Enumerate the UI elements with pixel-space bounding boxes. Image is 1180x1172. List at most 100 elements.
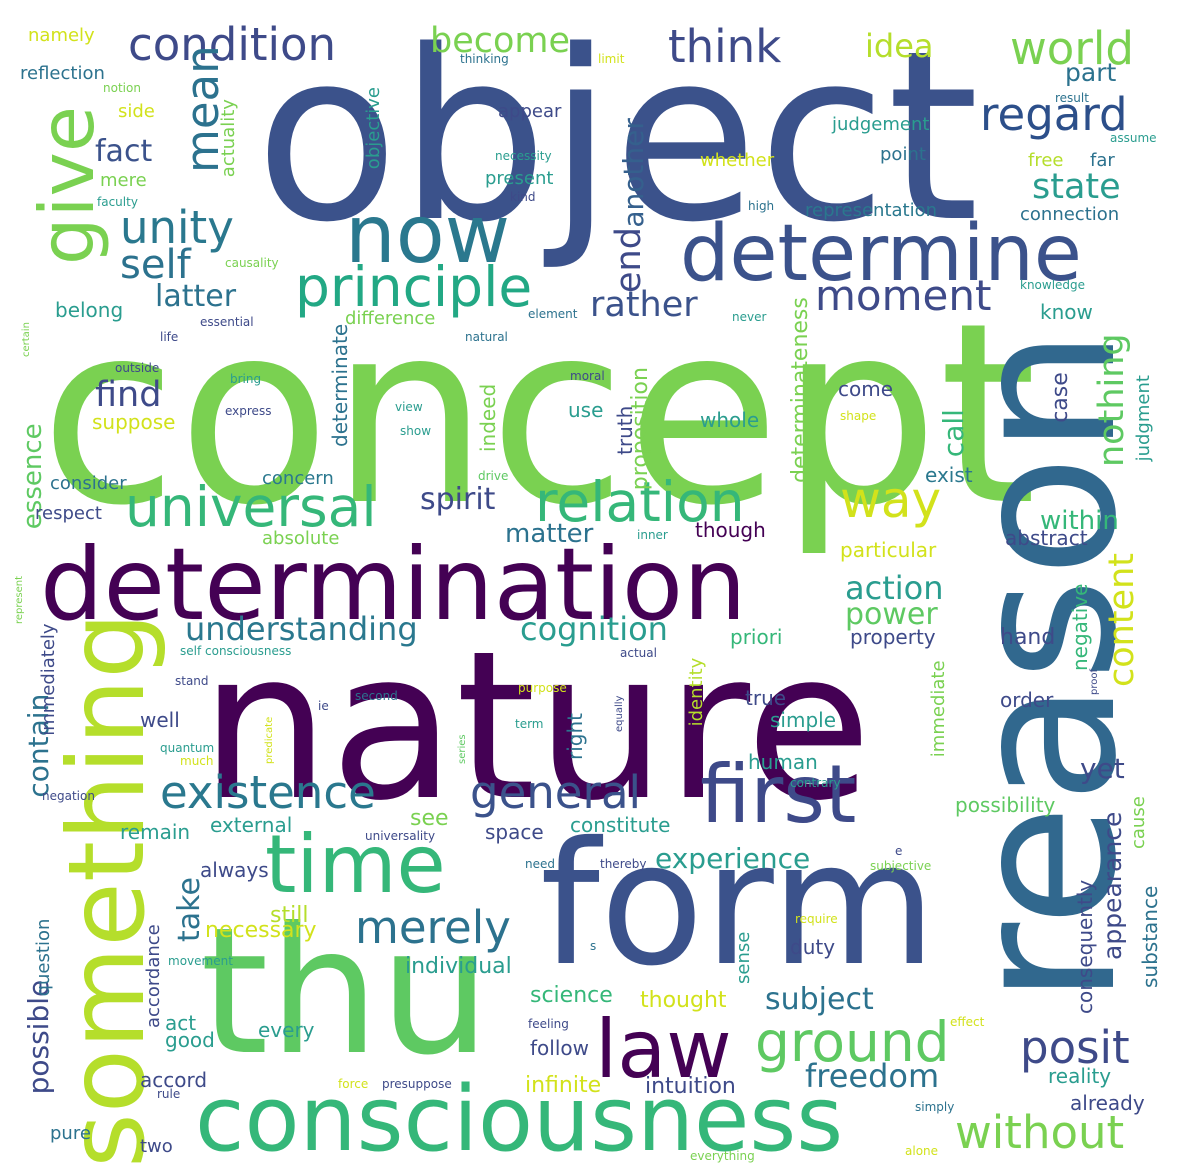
word-posit: posit <box>1020 1021 1130 1074</box>
word-remain: remain <box>120 820 191 844</box>
word-regard: regard <box>980 88 1128 141</box>
word-action: action <box>845 569 944 607</box>
word-purpose: purpose <box>518 681 567 695</box>
word-absolute: absolute <box>262 528 340 549</box>
word-true: true <box>745 686 787 710</box>
word-second: second <box>355 689 398 703</box>
word-connection: connection <box>1020 204 1120 225</box>
word-infinite: infinite <box>525 1073 602 1098</box>
word-negation: negation <box>42 789 95 803</box>
word-force: force <box>338 1077 369 1091</box>
word-whole: whole <box>700 408 760 432</box>
word-difference: difference <box>345 308 436 329</box>
word-point: point <box>880 144 926 165</box>
word-natural: natural <box>465 330 508 344</box>
word-principle: principle <box>295 255 533 319</box>
word-life: life <box>160 330 179 344</box>
word-determination: determination <box>40 526 747 643</box>
word-yet: yet <box>1080 752 1125 785</box>
word-within: within <box>1040 506 1119 536</box>
word-human: human <box>748 750 818 774</box>
word-notion: notion <box>103 81 141 95</box>
word-state: state <box>1032 167 1121 207</box>
word-follow: follow <box>530 1036 589 1060</box>
word-actual: actual <box>620 646 657 660</box>
word-concern: concern <box>262 468 334 489</box>
word-cause: cause <box>1128 796 1149 849</box>
word-always: always <box>200 858 269 882</box>
word-constitute: constitute <box>570 813 671 837</box>
word-relation: relation <box>535 470 745 534</box>
word-understanding: understanding <box>185 610 418 648</box>
word-outside: outside <box>115 361 160 375</box>
word-come: come <box>838 377 894 401</box>
word-appear: appear <box>498 101 562 122</box>
word-freedom: freedom <box>805 1057 940 1095</box>
word-abstract: abstract <box>1005 526 1088 550</box>
word-need: need <box>525 857 555 871</box>
word-time: time <box>265 818 446 911</box>
word-hand: hand <box>1000 625 1056 650</box>
word-case: case <box>1048 372 1073 423</box>
word-e: e <box>895 844 903 858</box>
word-feeling: feeling <box>528 1017 569 1031</box>
word-external: external <box>210 813 293 837</box>
word-already: already <box>1070 1091 1145 1115</box>
word-subjective: subjective <box>870 859 932 873</box>
word-still: still <box>270 903 309 928</box>
word-individual: individual <box>405 954 512 979</box>
word-namely: namely <box>28 25 95 46</box>
word-much: much <box>180 754 214 768</box>
word-reality: reality <box>1048 1064 1112 1088</box>
word-become: become <box>430 21 571 61</box>
word-representation: representation <box>805 200 938 221</box>
word-thereby: thereby <box>600 857 647 871</box>
word-order: order <box>1000 688 1054 712</box>
word-far: far <box>1090 150 1115 171</box>
word-particular: particular <box>840 538 937 562</box>
word-think: think <box>668 20 782 73</box>
word-identity: identity <box>686 657 707 727</box>
word-present: present <box>485 168 554 189</box>
word-judgment: judgment <box>1133 375 1154 462</box>
word-inner: inner <box>637 528 668 542</box>
word-thought: thought <box>640 988 727 1013</box>
word-priori: priori <box>730 625 783 649</box>
word-accord: accord <box>140 1068 208 1092</box>
word-assume: assume <box>1110 131 1157 145</box>
word-kind: kind <box>510 190 536 204</box>
word-idea: idea <box>865 27 934 65</box>
word-view: view <box>395 400 423 414</box>
word-free: free <box>1028 150 1064 171</box>
word-actuality: actuality <box>218 99 239 178</box>
word-pure: pure <box>50 1123 91 1144</box>
word-truth: truth <box>613 405 637 455</box>
word-contrary: contrary <box>790 776 841 790</box>
word-knowledge: knowledge <box>1020 278 1086 292</box>
word-act: act <box>165 1011 197 1035</box>
word-first: first <box>700 748 857 841</box>
word-high: high <box>748 199 775 213</box>
word-now: now <box>345 188 511 281</box>
word-nature: nature <box>200 608 872 846</box>
word-moment: moment <box>815 271 992 320</box>
word-experience: experience <box>655 842 811 875</box>
word-concept: concept <box>40 269 1037 560</box>
word-judgement: judgement <box>832 114 930 135</box>
word-element: element <box>528 307 578 321</box>
word-appearance: appearance <box>1098 811 1127 960</box>
word-ground: ground <box>755 1010 950 1074</box>
word-necessity: necessity <box>495 149 552 163</box>
word-give: give <box>23 106 111 265</box>
word-world: world <box>1010 22 1134 75</box>
word-property: property <box>850 625 936 649</box>
word-immediate: immediate <box>928 660 949 758</box>
word-effect: effect <box>950 1015 985 1029</box>
word-see: see <box>410 806 449 831</box>
word-another: another <box>617 118 650 228</box>
word-mere: mere <box>100 170 147 191</box>
word-represent: represent <box>14 575 25 624</box>
word-universal: universal <box>125 475 377 539</box>
word-determine: determine <box>680 209 1082 299</box>
word-drive: drive <box>478 469 509 483</box>
